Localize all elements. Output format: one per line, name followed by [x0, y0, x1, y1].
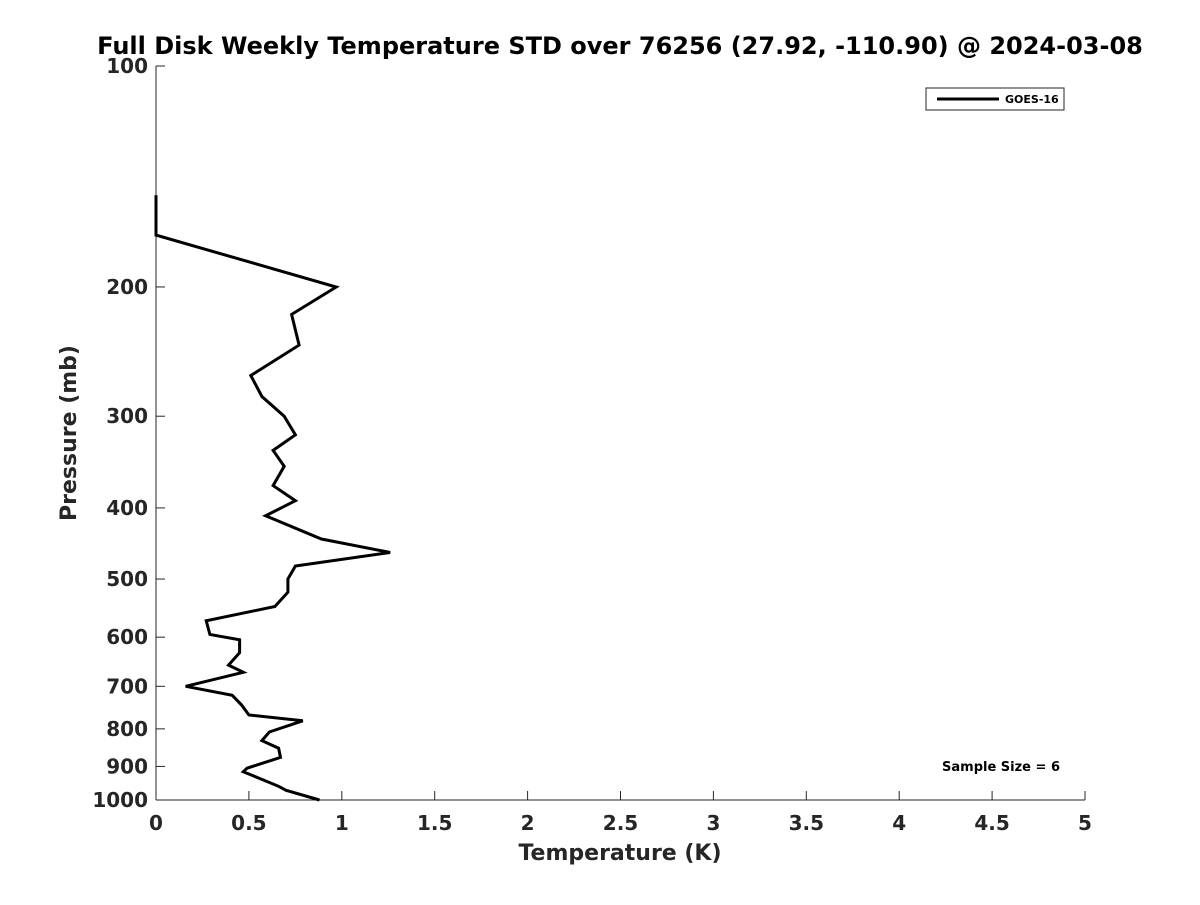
y-tick-label: 900 — [106, 754, 148, 778]
sample-size-annotation: Sample Size = 6 — [942, 760, 1060, 775]
y-tick-label: 100 — [106, 54, 148, 78]
x-tick-label: 2.5 — [603, 811, 638, 835]
y-tick-label: 300 — [106, 404, 148, 428]
y-tick-label: 700 — [106, 674, 148, 698]
x-tick-label: 5 — [1078, 811, 1092, 835]
x-tick-label: 0.5 — [231, 811, 266, 835]
series-layer — [154, 195, 391, 802]
y-axis-label: Pressure (mb) — [57, 345, 82, 521]
x-axis-label: Temperature (K) — [518, 841, 721, 866]
y-ticks: 100 200 300 400 500 600 700 800 900 1000 — [92, 54, 165, 812]
x-tick-label: 4 — [892, 811, 906, 835]
y-tick-label: 600 — [106, 625, 148, 649]
y-tick-label: 500 — [106, 567, 148, 591]
y-tick-label: 800 — [106, 717, 148, 741]
y-tick-label: 1000 — [92, 788, 148, 812]
plot-area — [156, 66, 1085, 800]
legend-label-goes-16: GOES-16 — [1005, 93, 1059, 106]
x-tick-label: 0 — [149, 811, 163, 835]
x-tick-label: 2 — [521, 811, 535, 835]
x-tick-label: 4.5 — [974, 811, 1009, 835]
x-tick-label: 3.5 — [789, 811, 824, 835]
y-tick-label: 400 — [106, 496, 148, 520]
y-tick-label: 200 — [106, 275, 148, 299]
chart-title: Full Disk Weekly Temperature STD over 76… — [97, 32, 1143, 60]
x-tick-label: 1.5 — [417, 811, 452, 835]
x-ticks: 0 0.5 1 1.5 2 2.5 3 3.5 4 4.5 5 — [149, 791, 1092, 835]
legend: GOES-16 — [925, 87, 1065, 111]
x-tick-label: 1 — [335, 811, 349, 835]
series-line-goes-16 — [154, 195, 391, 802]
x-tick-label: 3 — [706, 811, 720, 835]
